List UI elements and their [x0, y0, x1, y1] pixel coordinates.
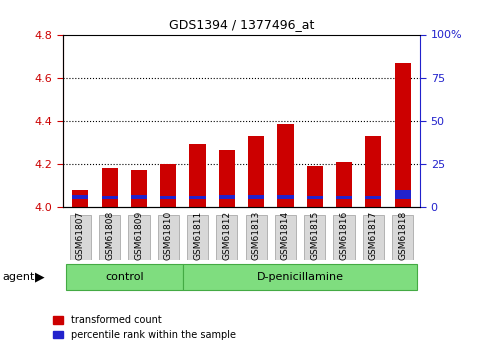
Text: GSM61811: GSM61811: [193, 211, 202, 260]
Text: GSM61815: GSM61815: [310, 211, 319, 260]
Bar: [66, 264, 183, 290]
Text: GSM61808: GSM61808: [105, 211, 114, 260]
Bar: [216, 215, 238, 260]
Text: GSM61810: GSM61810: [164, 211, 173, 260]
Bar: [336, 162, 352, 207]
Bar: [392, 215, 413, 260]
Bar: [189, 196, 206, 199]
Text: GSM61816: GSM61816: [340, 211, 349, 260]
Title: GDS1394 / 1377496_at: GDS1394 / 1377496_at: [169, 18, 314, 31]
Bar: [131, 170, 147, 207]
Text: D-penicillamine: D-penicillamine: [256, 272, 343, 282]
Bar: [395, 62, 411, 207]
Bar: [187, 215, 208, 260]
Text: ▶: ▶: [35, 270, 44, 284]
Bar: [307, 166, 323, 207]
Bar: [275, 215, 296, 260]
Bar: [70, 215, 91, 260]
Bar: [128, 215, 150, 260]
Bar: [72, 195, 88, 199]
Bar: [277, 195, 294, 199]
Text: GSM61814: GSM61814: [281, 211, 290, 260]
Bar: [277, 124, 294, 207]
Bar: [304, 215, 325, 260]
Bar: [365, 136, 382, 207]
Bar: [160, 164, 176, 207]
Bar: [395, 190, 411, 199]
Bar: [336, 196, 352, 199]
Bar: [160, 196, 176, 199]
Bar: [363, 215, 384, 260]
Bar: [99, 215, 120, 260]
Bar: [219, 195, 235, 199]
Bar: [131, 195, 147, 199]
Text: GSM61818: GSM61818: [398, 211, 407, 260]
Legend: transformed count, percentile rank within the sample: transformed count, percentile rank withi…: [53, 315, 236, 340]
Bar: [248, 136, 264, 207]
Bar: [101, 168, 118, 207]
Bar: [333, 215, 355, 260]
Text: GSM61809: GSM61809: [134, 211, 143, 260]
Bar: [307, 196, 323, 199]
Bar: [183, 264, 417, 290]
Bar: [158, 215, 179, 260]
Text: control: control: [105, 272, 143, 282]
Text: GSM61817: GSM61817: [369, 211, 378, 260]
Bar: [219, 150, 235, 207]
Bar: [365, 196, 382, 199]
Text: GSM61812: GSM61812: [222, 211, 231, 260]
Bar: [189, 145, 206, 207]
Text: agent: agent: [2, 272, 35, 282]
Bar: [101, 196, 118, 199]
Bar: [245, 215, 267, 260]
Bar: [72, 190, 88, 207]
Text: GSM61813: GSM61813: [252, 211, 261, 260]
Bar: [248, 195, 264, 199]
Text: GSM61807: GSM61807: [76, 211, 85, 260]
